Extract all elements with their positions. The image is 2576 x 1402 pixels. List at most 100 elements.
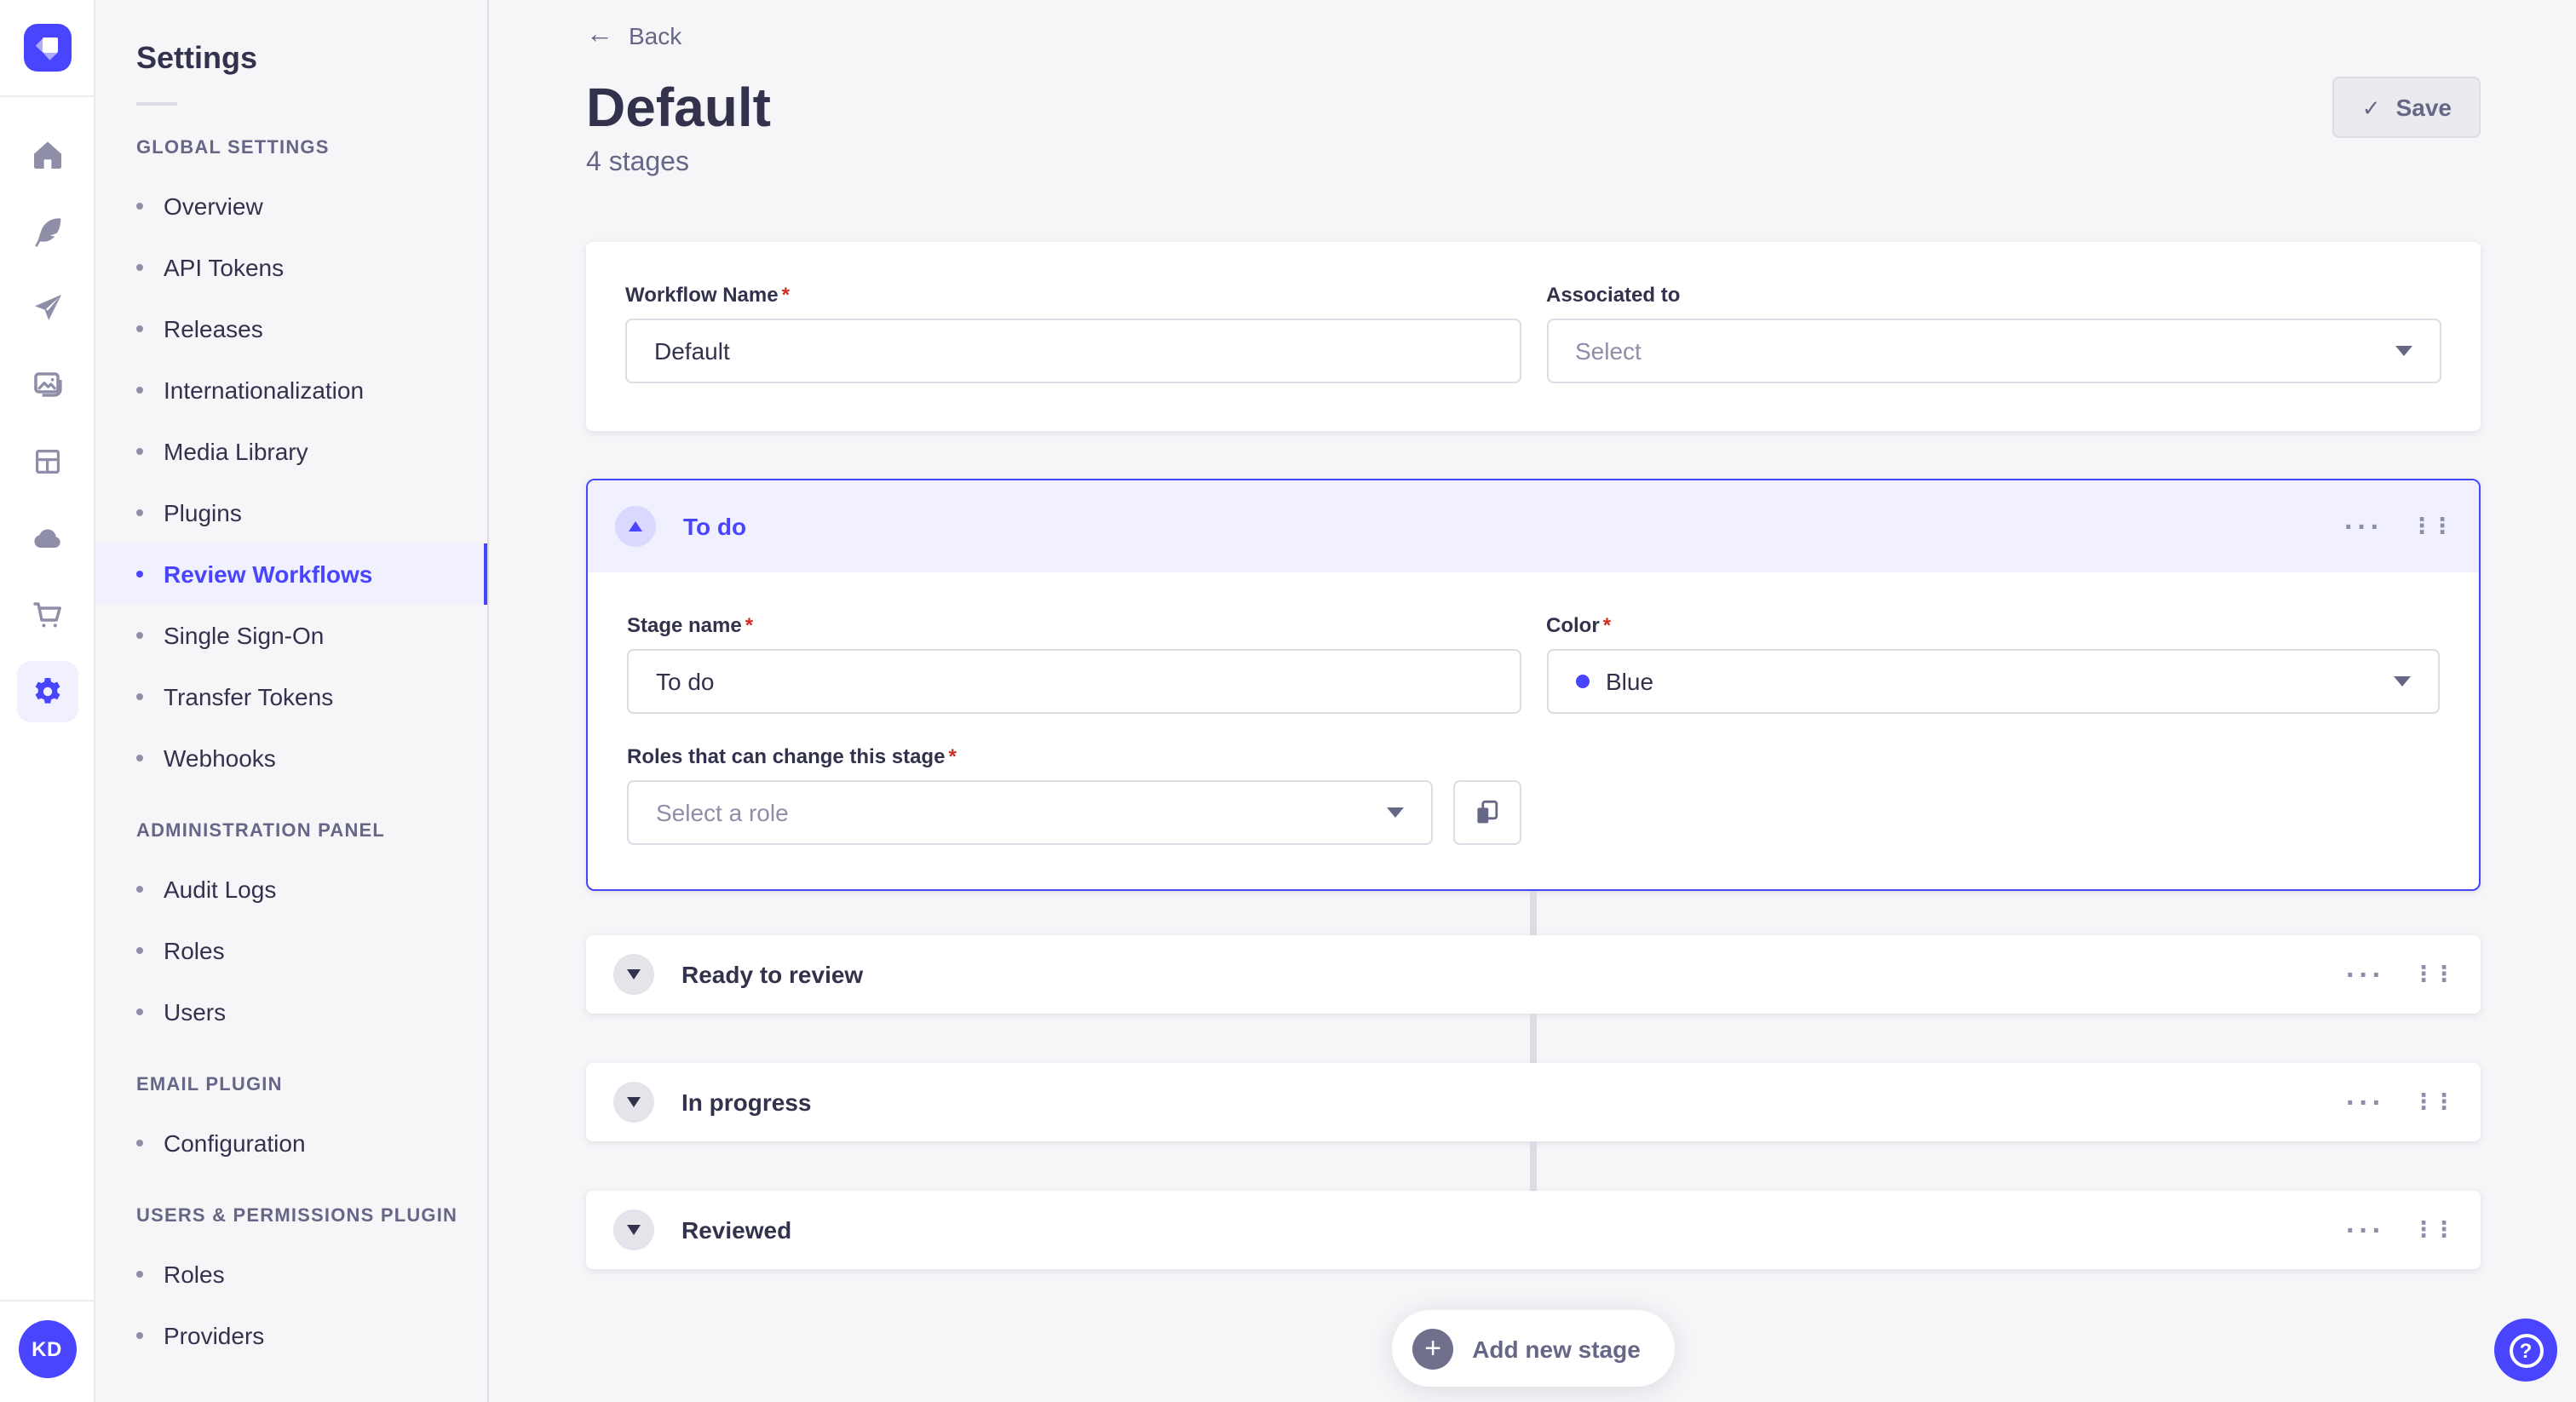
help-button[interactable]: ?: [2494, 1319, 2557, 1382]
associated-to-label: Associated to: [1546, 283, 1681, 307]
bullet-icon: [136, 755, 143, 761]
nav-release-button[interactable]: [16, 278, 78, 339]
stage-card-in-progress[interactable]: In progress ··· ⋮⋮: [586, 1063, 2481, 1141]
workflow-name-label: Workflow Name *: [625, 283, 790, 307]
bullet-icon: [136, 1332, 143, 1339]
page-header: Default ✓ Save: [586, 73, 2481, 141]
stage-card-ready-to-review[interactable]: Ready to review ··· ⋮⋮: [586, 935, 2481, 1014]
sidebar-item-admin-roles[interactable]: Roles: [95, 920, 487, 981]
section-label: USERS & PERMISSIONS PLUGIN: [136, 1206, 458, 1227]
sidebar-item-overview[interactable]: Overview: [95, 175, 487, 237]
avatar-initials: KD: [32, 1337, 62, 1361]
strapi-logo[interactable]: [23, 24, 71, 72]
sidebar-title-divider: [136, 102, 177, 106]
stage-actions: ··· ⋮⋮: [2346, 1214, 2455, 1246]
bullet-icon: [136, 448, 143, 455]
roles-select[interactable]: Select a role: [627, 780, 1432, 845]
chevron-down-icon: [1386, 807, 1403, 818]
roles-label: Roles that can change this stage *: [627, 744, 957, 768]
save-label: Save: [2395, 94, 2452, 121]
sidebar-item-single-sign-on[interactable]: Single Sign-On: [95, 605, 487, 666]
collapse-stage-button[interactable]: [615, 506, 656, 547]
stage-title: Reviewed: [681, 1216, 792, 1244]
color-label: Color *: [1546, 613, 1612, 637]
more-options-button[interactable]: ···: [2346, 1086, 2385, 1118]
nav-cloud-button[interactable]: [16, 508, 78, 569]
required-mark: *: [1602, 613, 1612, 637]
nav-marketplace-button[interactable]: [16, 584, 78, 646]
sidebar-section-administration-panel: ADMINISTRATION PANEL Audit Logs Roles Us…: [95, 821, 487, 1043]
sidebar-item-plugins[interactable]: Plugins: [95, 482, 487, 543]
bullet-icon: [136, 571, 143, 577]
stage-name-input[interactable]: [627, 649, 1521, 714]
expand-stage-button[interactable]: [613, 1210, 654, 1250]
stage-actions: ··· ⋮⋮: [2346, 958, 2455, 991]
page-title: Default: [586, 77, 771, 138]
required-mark: *: [781, 283, 790, 307]
sidebar-item-api-tokens[interactable]: API Tokens: [95, 237, 487, 298]
more-options-button[interactable]: ···: [2346, 958, 2385, 991]
drag-handle-icon[interactable]: ⋮⋮: [2412, 1088, 2455, 1114]
sidebar-section-global-settings: GLOBAL SETTINGS Overview API Tokens Rele…: [95, 138, 487, 789]
sidebar-item-media-library[interactable]: Media Library: [95, 421, 487, 482]
bullet-icon: [136, 264, 143, 271]
sidebar-item-webhooks[interactable]: Webhooks: [95, 727, 487, 789]
workflow-form-card: Workflow Name* Associated to Select: [586, 242, 2481, 431]
chevron-down-icon: [2395, 346, 2412, 356]
color-select[interactable]: Blue: [1546, 649, 2440, 714]
more-options-button[interactable]: ···: [2346, 1214, 2385, 1246]
sidebar-item-providers[interactable]: Providers: [95, 1305, 487, 1366]
workflow-name-field: Workflow Name *: [625, 283, 1521, 383]
chevron-up-icon: [629, 521, 642, 531]
workflow-name-input[interactable]: [625, 319, 1521, 383]
save-button[interactable]: ✓ Save: [2332, 77, 2481, 138]
nav-home-button[interactable]: [16, 124, 78, 186]
cloud-icon: [33, 529, 60, 548]
gear-icon: [34, 678, 60, 704]
sidebar-item-audit-logs[interactable]: Audit Logs: [95, 859, 487, 920]
expand-stage-button[interactable]: [613, 954, 654, 995]
more-options-button[interactable]: ···: [2344, 510, 2383, 543]
stage-actions: ··· ⋮⋮: [2344, 510, 2453, 543]
drag-handle-icon[interactable]: ⋮⋮: [2411, 512, 2453, 538]
duplicate-stage-button[interactable]: [1452, 780, 1521, 845]
nav-content-writer-button[interactable]: [16, 201, 78, 262]
sidebar-item-internationalization[interactable]: Internationalization: [95, 359, 487, 421]
back-arrow-icon: ←: [586, 20, 613, 49]
bullet-icon: [136, 509, 143, 516]
color-swatch-blue: [1575, 675, 1589, 688]
sidebar-item-users[interactable]: Users: [95, 981, 487, 1043]
stage-connector: [1530, 1014, 1537, 1063]
section-label: EMAIL PLUGIN: [136, 1075, 283, 1095]
drag-handle-icon[interactable]: ⋮⋮: [2412, 1215, 2455, 1242]
drag-handle-icon[interactable]: ⋮⋮: [2412, 960, 2455, 986]
sidebar-section-email-plugin: EMAIL PLUGIN Configuration: [95, 1075, 487, 1174]
expand-stage-button[interactable]: [613, 1082, 654, 1123]
nav-settings-button[interactable]: [16, 661, 78, 722]
stage-name-field: Stage name *: [627, 613, 1521, 714]
bullet-icon: [136, 1140, 143, 1146]
stage-card-reviewed[interactable]: Reviewed ··· ⋮⋮: [586, 1191, 2481, 1269]
nav-content-manager-button[interactable]: [16, 431, 78, 492]
cart-icon: [32, 602, 60, 628]
section-label: ADMINISTRATION PANEL: [136, 821, 386, 842]
stage-header-todo[interactable]: To do ··· ⋮⋮: [588, 480, 2479, 572]
chevron-down-icon: [627, 969, 641, 980]
sidebar-item-review-workflows[interactable]: Review Workflows: [95, 543, 487, 605]
sidebar-item-transfer-tokens[interactable]: Transfer Tokens: [95, 666, 487, 727]
add-stage-button[interactable]: + Add new stage: [1392, 1310, 1675, 1387]
plus-icon: +: [1412, 1328, 1454, 1369]
roles-field: Roles that can change this stage * Select…: [627, 744, 1521, 845]
sidebar-item-releases[interactable]: Releases: [95, 298, 487, 359]
chevron-down-icon: [627, 1225, 641, 1235]
back-link[interactable]: ← Back: [586, 20, 681, 49]
section-label: GLOBAL SETTINGS: [136, 138, 330, 158]
sidebar-item-up-roles[interactable]: Roles: [95, 1244, 487, 1305]
nav-media-library-button[interactable]: [16, 354, 78, 416]
user-avatar[interactable]: KD: [18, 1320, 76, 1378]
images-icon: [33, 372, 61, 397]
bullet-icon: [136, 1008, 143, 1015]
stage-title: In progress: [681, 1089, 812, 1116]
associated-to-select[interactable]: Select: [1546, 319, 2441, 383]
sidebar-item-configuration[interactable]: Configuration: [95, 1112, 487, 1174]
